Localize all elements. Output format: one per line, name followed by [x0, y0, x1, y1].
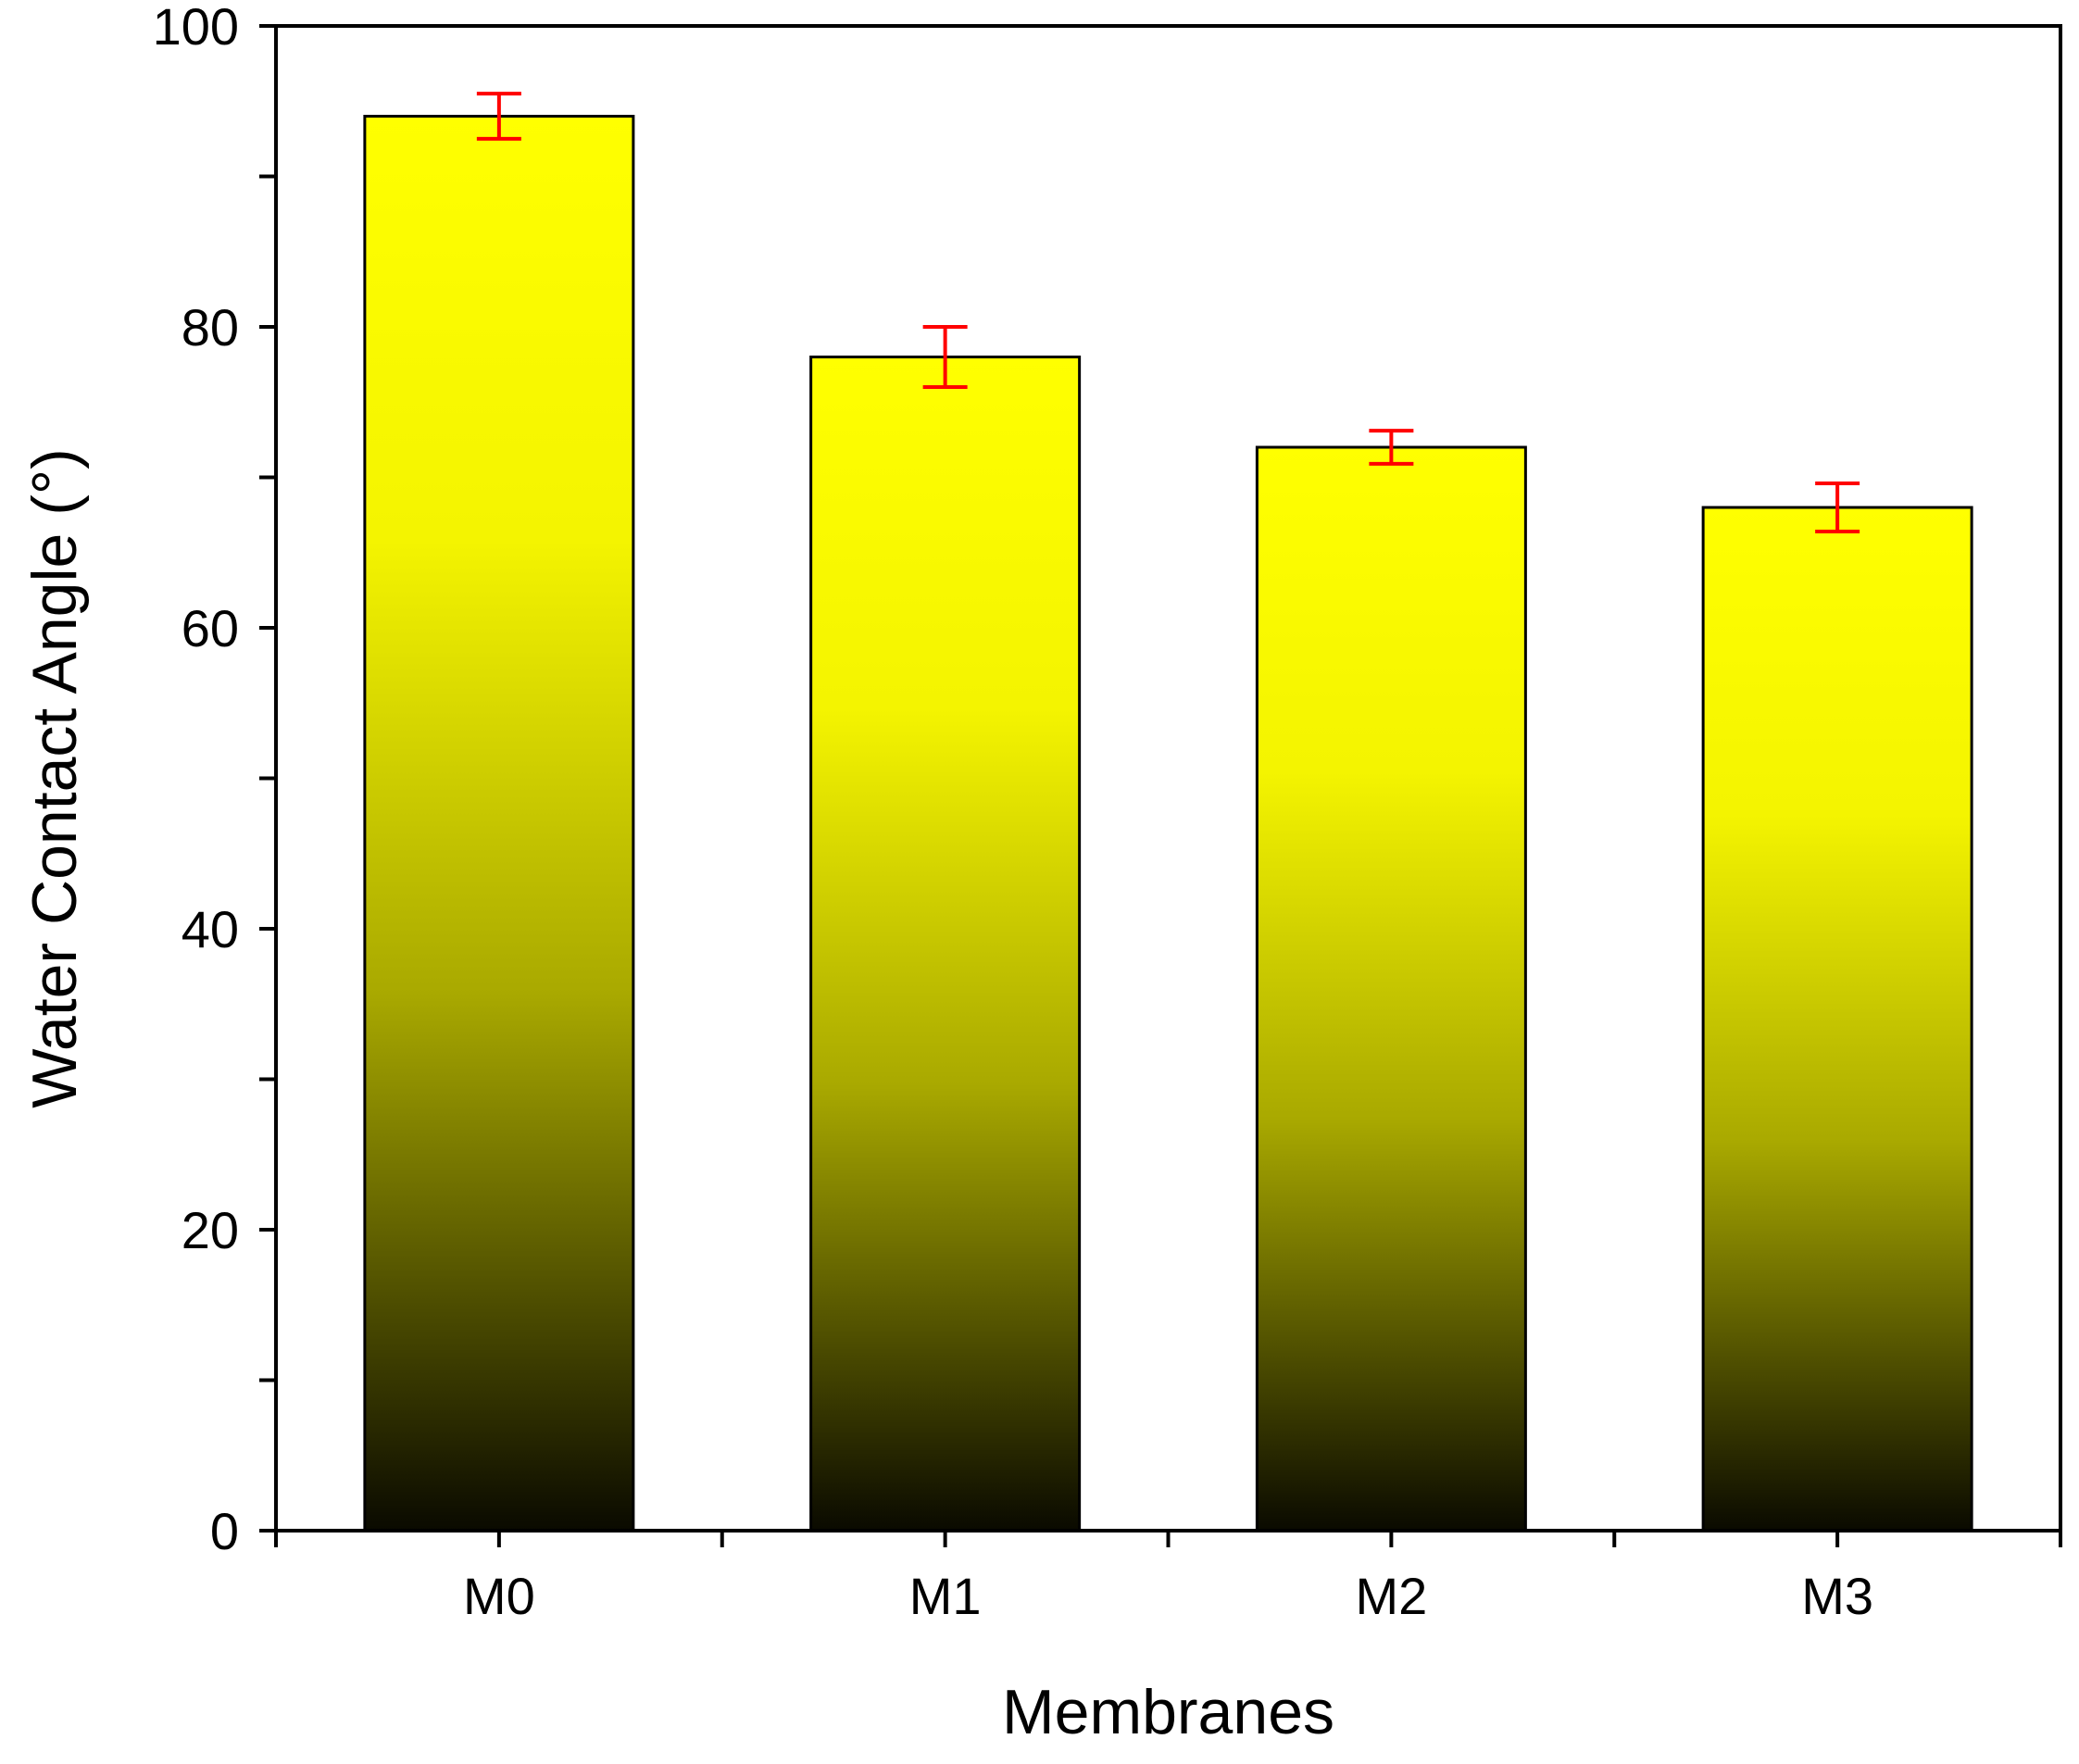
bar-m3	[1701, 506, 1973, 1533]
x-axis-title: Membranes	[1002, 1677, 1334, 1747]
y-tick-label: 0	[210, 1502, 239, 1560]
y-tick-label: 20	[182, 1201, 239, 1259]
bars-layer	[363, 115, 1973, 1533]
y-axis: 0 20 40 60 80 100	[153, 0, 276, 1560]
x-tick-label-m0: M0	[463, 1567, 535, 1625]
error-bar-m1	[922, 325, 968, 389]
error-bars-layer	[476, 92, 1860, 533]
bar-m0	[363, 115, 635, 1533]
y-tick-label: 100	[153, 0, 239, 56]
y-axis-title: Water Contact Angle (°)	[19, 448, 90, 1108]
y-tick-label: 60	[182, 599, 239, 657]
error-bar-m2	[1369, 429, 1414, 466]
bar-m2	[1255, 445, 1527, 1533]
x-tick-label-m3: M3	[1801, 1567, 1873, 1625]
error-bar-m0	[476, 92, 521, 141]
error-bar-m3	[1815, 482, 1860, 533]
y-tick-label: 80	[182, 298, 239, 357]
x-tick-label-m2: M2	[1355, 1567, 1427, 1625]
y-tick-label: 40	[182, 900, 239, 958]
x-tick-label-m1: M1	[909, 1567, 982, 1625]
x-axis: M0 M1 M2 M3	[274, 1531, 2062, 1625]
bar-m1	[809, 356, 1082, 1533]
